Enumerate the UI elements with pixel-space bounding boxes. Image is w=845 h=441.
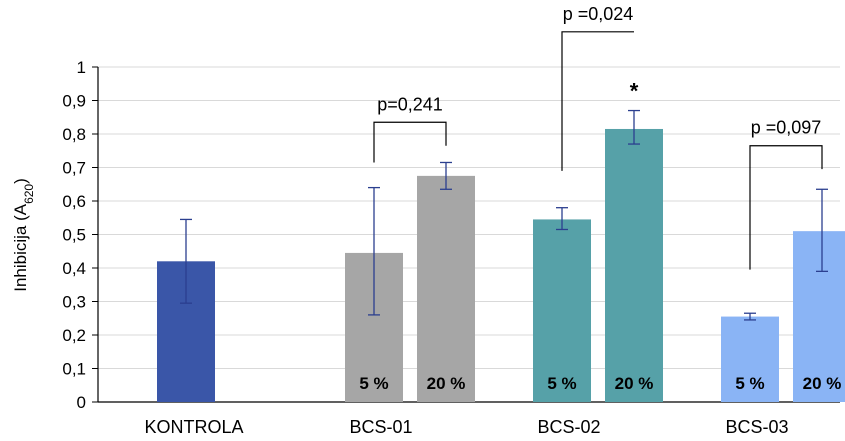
y-tick-labels: 0 0,1 0,2 0,3 0,4 0,5 0,6 0,7 0,8 0,9 1 xyxy=(62,58,86,412)
x-category-label: BCS-01 xyxy=(349,417,412,437)
p-value-bracket xyxy=(749,145,823,270)
bar-percent-label: 20 % xyxy=(803,374,842,393)
p-value-label: p =0,097 xyxy=(751,118,822,138)
bar-3 xyxy=(417,175,475,402)
y-axis-label-sub: 620 xyxy=(22,184,36,204)
y-tick-label: 0,6 xyxy=(62,192,86,211)
y-tick-label: 1 xyxy=(77,58,86,77)
bars xyxy=(157,128,845,402)
y-tick-label: 0,5 xyxy=(62,226,86,245)
p-value-label: p=0,241 xyxy=(377,94,443,114)
p-value-bracket xyxy=(561,31,634,171)
y-tick-label: 0,7 xyxy=(62,159,86,178)
y-tick-label: 0,2 xyxy=(62,326,86,345)
x-category-label: KONTROLA xyxy=(144,417,243,437)
y-tick-label: 0,9 xyxy=(62,92,86,111)
bar-percent-label: 5 % xyxy=(359,374,388,393)
bar-percent-label: 20 % xyxy=(615,374,654,393)
x-category-label: BCS-02 xyxy=(537,417,600,437)
bar-4 xyxy=(533,219,591,402)
error-bars xyxy=(180,109,828,321)
bar-7 xyxy=(793,231,845,402)
y-axis-label: Inhibicija (A620) xyxy=(11,178,36,292)
p-value-annotations: p=0,241 p =0,024 p =0,097 * xyxy=(373,4,823,270)
bar-percent-label: 5 % xyxy=(547,374,576,393)
y-tick-label: 0,8 xyxy=(62,125,86,144)
bar-labels: 5 % 20 % 5 % 20 % 5 % 20 % xyxy=(359,374,841,393)
significance-asterisk: * xyxy=(630,79,639,104)
y-tick-label: 0,4 xyxy=(62,259,86,278)
p-value-bracket xyxy=(373,121,447,163)
bar-percent-label: 20 % xyxy=(427,374,466,393)
bar-5 xyxy=(605,128,663,402)
y-tick-label: 0 xyxy=(77,393,86,412)
x-category-label: BCS-03 xyxy=(725,417,788,437)
y-tick-label: 0,3 xyxy=(62,293,86,312)
y-axis-label-close: ) xyxy=(11,178,30,184)
y-axis-label-main: Inhibicija (A xyxy=(11,203,30,292)
bar-6 xyxy=(721,316,779,402)
bar-percent-label: 5 % xyxy=(735,374,764,393)
y-tick-label: 0,1 xyxy=(62,360,86,379)
x-category-labels: KONTROLA BCS-01 BCS-02 BCS-03 xyxy=(144,417,788,437)
p-value-label: p =0,024 xyxy=(563,4,634,24)
